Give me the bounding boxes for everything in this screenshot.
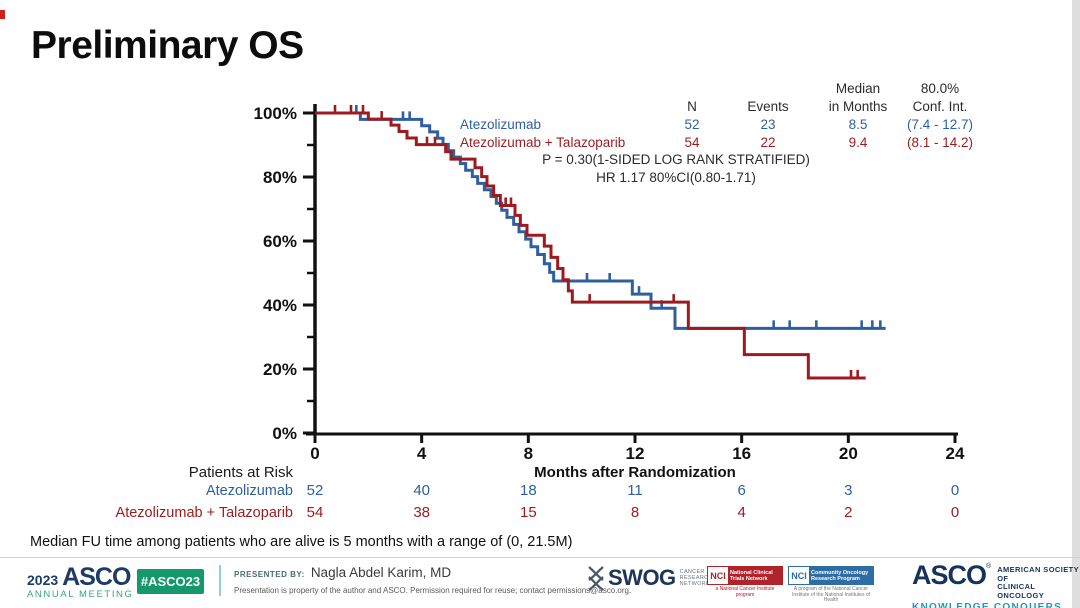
nci-nctn-logo: NCI National Clinical Trials Network a N… <box>707 566 783 598</box>
hashtag-badge: #ASCO23 <box>137 569 204 594</box>
meeting-name: ASCO <box>62 563 131 591</box>
y-tick-label: 60% <box>263 232 297 251</box>
asco-sub1: AMERICAN SOCIETY OF <box>997 565 1079 583</box>
x-tick-label: 8 <box>524 444 533 463</box>
stats-header-ci-top: 80.0% <box>920 81 960 96</box>
risk-count: 15 <box>520 504 537 521</box>
risk-count: 38 <box>413 504 430 521</box>
footer-vertical-divider <box>219 565 221 596</box>
x-tick-label: 20 <box>839 444 858 463</box>
km-curve-atezolizumab <box>315 111 886 330</box>
y-tick-label: 0% <box>272 424 297 443</box>
risk-count: 40 <box>413 482 430 499</box>
stats-ci: (7.4 - 12.7) <box>906 117 974 132</box>
hazard-ratio-line: HR 1.17 80%CI(0.80-1.71) <box>596 170 756 185</box>
window-edge <box>1072 0 1080 608</box>
meeting-year: 2023 <box>27 572 59 588</box>
risk-count: 18 <box>520 482 537 499</box>
risk-count: 0 <box>951 482 959 499</box>
asco-registered-mark: ® <box>986 563 992 570</box>
risk-count: 6 <box>737 482 745 499</box>
stats-events: 23 <box>760 117 776 132</box>
presenter-name: Nagla Abdel Karim, MD <box>310 565 452 580</box>
x-tick-label: 12 <box>626 444 645 463</box>
stats-n: 52 <box>684 117 700 132</box>
nci-nctn-title: National Clinical Trials Network <box>728 567 782 584</box>
median-fu-note: Median FU time among patients who are al… <box>30 534 573 550</box>
nci-abbr: NCI <box>789 567 809 584</box>
x-axis-title: Months after Randomization <box>534 464 736 481</box>
stats-n: 54 <box>684 135 700 150</box>
km-curve-atezolizumab-talazoparib <box>315 111 866 380</box>
risk-count: 2 <box>844 504 852 521</box>
nci-ncorp-title: Community Oncology Research Program <box>809 567 873 584</box>
swog-logo: SWOG CANCER RESEARCH NETWORK <box>586 565 720 591</box>
risk-row-label: Atezolizumab + Talazoparib <box>116 505 293 521</box>
x-tick-label: 16 <box>732 444 751 463</box>
risk-count: 8 <box>631 504 639 521</box>
record-indicator <box>0 10 5 19</box>
stats-events: 22 <box>760 135 776 150</box>
stats-header-n: N <box>687 99 697 114</box>
risk-row-label: Atezolizumab <box>206 483 293 499</box>
permission-fine-print: Presentation is property of the author a… <box>234 586 632 595</box>
presented-by-block: PRESENTED BY: Nagla Abdel Karim, MD <box>234 565 451 580</box>
stats-ci: (8.1 - 14.2) <box>906 135 974 150</box>
risk-count: 0 <box>951 504 959 521</box>
stats-header-median-bottom: in Months <box>828 99 888 114</box>
risk-count: 4 <box>737 504 745 521</box>
asco-tagline: KNOWLEDGE CONQUERS CANCER <box>912 602 1063 608</box>
stats-median: 9.4 <box>848 135 868 150</box>
stats-row-atezolizumab-talazoparib: Atezolizumab + Talazoparib 54 22 9.4 (8.… <box>0 134 1080 151</box>
x-tick-label: 24 <box>946 444 965 463</box>
swog-subtext: CANCER RESEARCH NETWORK <box>679 569 713 587</box>
stats-row-atezolizumab: Atezolizumab 52 23 8.5 (7.4 - 12.7) <box>0 116 1080 133</box>
asco-society-subtext: AMERICAN SOCIETY OF CLINICAL ONCOLOGY <box>997 565 1080 600</box>
nci-abbr: NCI <box>708 567 728 584</box>
x-tick-label: 4 <box>417 444 427 463</box>
p-value-line: P = 0.30(1-SIDED LOG RANK STRATIFIED) <box>542 152 810 167</box>
risk-count: 52 <box>307 482 324 499</box>
stats-median: 8.5 <box>848 117 868 132</box>
stats-header-row-1: Median 80.0% <box>0 80 1080 97</box>
legend-label-atezolizumab: Atezolizumab <box>460 117 542 132</box>
patients-at-risk-title: Patients at Risk <box>189 464 294 481</box>
dna-helix-icon <box>588 566 604 591</box>
footer-divider <box>0 557 1080 558</box>
risk-count: 54 <box>307 504 324 521</box>
asco-sub2: CLINICAL ONCOLOGY <box>997 582 1045 600</box>
nci-ncorp-logo: NCI Community Oncology Research Program … <box>788 566 874 604</box>
stats-header-ci-bottom: Conf. Int. <box>912 99 968 114</box>
swog-wordmark: SWOG <box>608 565 676 590</box>
risk-count: 3 <box>844 482 852 499</box>
y-tick-label: 100% <box>254 104 297 123</box>
y-tick-label: 20% <box>263 360 297 379</box>
meeting-sub: ANNUAL MEETING <box>27 589 134 600</box>
x-tick-label: 0 <box>310 444 319 463</box>
asco-wordmark: ASCO <box>912 560 987 590</box>
stats-header-median-top: Median <box>835 81 881 96</box>
stats-header-row-2: N Events in Months Conf. Int. <box>0 98 1080 115</box>
asco-annual-meeting-logo: 2023 ASCO ANNUAL MEETING <box>27 563 134 601</box>
nci-ncorp-caption: A program of the National Cancer Institu… <box>791 586 871 603</box>
risk-count: 11 <box>627 482 643 499</box>
legend-label-atezolizumab-talazoparib: Atezolizumab + Talazoparib <box>460 135 626 150</box>
y-tick-label: 80% <box>263 168 297 187</box>
presented-by-label: PRESENTED BY: <box>234 570 305 579</box>
nci-nctn-caption: a National Cancer Institute program <box>715 586 775 598</box>
stats-header-events: Events <box>747 99 789 114</box>
y-tick-label: 40% <box>263 296 297 315</box>
asco-society-logo: ASCO ® AMERICAN SOCIETY OF CLINICAL ONCO… <box>912 562 1080 608</box>
page-title: Preliminary OS <box>31 24 304 67</box>
